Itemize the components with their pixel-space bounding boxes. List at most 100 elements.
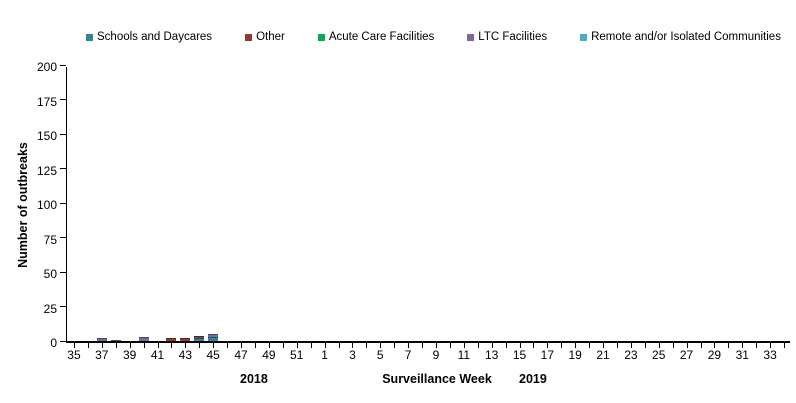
x-tick-mark — [491, 343, 493, 348]
x-tick-mark — [338, 343, 340, 348]
x-tick-mark — [366, 343, 368, 348]
x-tick-mark — [714, 343, 716, 348]
legend-item-label: Remote and/or Isolated Communities — [591, 31, 781, 43]
x-tick-mark — [477, 343, 479, 348]
x-tick-label: 21 — [596, 348, 610, 362]
x-tick-mark — [199, 343, 201, 348]
x-tick-mark — [784, 343, 786, 348]
x-axis-footer: 2018 Surveillance Week 2019 — [0, 372, 796, 392]
y-tick-label: 75 — [43, 232, 57, 247]
x-tick-mark — [241, 343, 243, 348]
x-tick-label: 45 — [206, 348, 220, 362]
x-tick-mark — [408, 343, 410, 348]
y-tick-label: 200 — [36, 60, 57, 74]
y-tick-label: 175 — [36, 94, 57, 109]
y-tick-label: 0 — [50, 336, 57, 350]
x-axis-title: Surveillance Week — [382, 372, 492, 386]
x-tick-mark — [686, 343, 688, 348]
y-tick-label: 100 — [36, 198, 57, 212]
x-tick-label: 31 — [735, 348, 749, 362]
y-tick-mark — [60, 237, 66, 238]
chart-legend: Schools and Daycares Other Acute Care Faci… — [86, 31, 781, 43]
x-tick-mark — [756, 343, 758, 348]
x-tick-mark — [742, 343, 744, 348]
x-tick-mark — [533, 343, 535, 348]
x-tick-mark — [268, 343, 270, 348]
x-tick-label: 49 — [262, 348, 276, 362]
bar-segment — [208, 336, 219, 341]
x-tick-label: 7 — [404, 348, 412, 362]
x-tick-mark — [630, 343, 632, 348]
x-tick-mark — [561, 343, 563, 348]
x-tick-label: 23 — [624, 348, 638, 362]
y-tick-mark — [60, 271, 66, 273]
y-tick-mark — [60, 64, 66, 66]
year-label-2018: 2018 — [240, 372, 268, 386]
legend-color-swatch-icon — [245, 33, 253, 41]
legend-item-label: Acute Care Facilities — [328, 31, 435, 43]
legend-item: Remote and/or Isolated Communities — [580, 31, 781, 43]
x-tick-mark — [435, 343, 437, 348]
x-tick-label: 29 — [707, 348, 722, 362]
legend-item-label: LTC Facilities — [478, 31, 548, 43]
x-tick-label: 51 — [290, 348, 304, 362]
y-tick-label: 150 — [36, 129, 57, 143]
x-tick-label: 9 — [432, 348, 440, 362]
y-tick-mark — [60, 306, 66, 307]
x-tick-mark — [185, 343, 187, 348]
x-tick-label: 41 — [150, 348, 165, 362]
x-tick-mark — [505, 343, 507, 348]
y-tick-mark — [60, 133, 66, 135]
bar-segment — [208, 334, 219, 337]
bar-stack-week-37 — [96, 338, 107, 341]
bar-segment — [194, 335, 205, 339]
y-tick-label: 25 — [43, 301, 57, 316]
x-tick-label: 13 — [484, 348, 499, 362]
x-tick-mark — [115, 343, 117, 348]
x-tick-mark — [296, 343, 298, 348]
x-tick-mark — [658, 343, 660, 348]
x-tick-mark — [394, 343, 396, 348]
bar-segment — [96, 338, 107, 341]
x-tick-label: 35 — [67, 348, 81, 362]
legend-item: LTC Facilities — [467, 31, 547, 43]
legend-color-swatch-icon — [580, 33, 588, 41]
x-tick-label: 3 — [349, 348, 356, 362]
bar-segment — [194, 338, 205, 341]
y-tick-label: 50 — [43, 267, 57, 281]
x-tick-label: 33 — [763, 348, 777, 362]
x-tick-mark — [282, 343, 284, 348]
x-tick-mark — [157, 343, 159, 348]
x-tick-mark — [770, 343, 772, 348]
x-tick-mark — [129, 343, 131, 348]
x-tick-mark — [463, 343, 465, 348]
x-tick-mark — [324, 343, 326, 348]
x-tick-mark — [213, 343, 215, 348]
bar-segment — [110, 339, 121, 341]
x-tick-mark — [728, 343, 730, 348]
y-tick-mark — [60, 168, 66, 169]
y-tick-mark — [60, 99, 66, 100]
x-tick-mark — [589, 343, 591, 348]
x-tick-label: 37 — [95, 348, 109, 362]
legend-item: Acute Care Facilities — [317, 31, 435, 43]
x-tick-label: 15 — [512, 348, 527, 362]
x-tick-label: 1 — [321, 348, 328, 362]
x-tick-mark — [422, 343, 424, 348]
x-tick-label: 5 — [376, 348, 384, 362]
x-tick-mark — [227, 343, 229, 348]
x-tick-mark — [352, 343, 354, 348]
x-tick-mark — [603, 343, 605, 348]
x-tick-mark — [73, 343, 75, 348]
bar-stack-week-44 — [194, 335, 205, 341]
x-tick-mark — [547, 343, 549, 348]
legend-color-swatch-icon — [86, 33, 93, 41]
legend-color-swatch-icon — [467, 33, 475, 41]
bar-stack-week-42 — [166, 338, 177, 341]
y-tick-mark — [60, 340, 66, 342]
x-tick-mark — [519, 343, 521, 348]
bar-stack-week-38 — [110, 339, 121, 341]
x-tick-label: 11 — [457, 348, 471, 362]
bar-segment — [138, 336, 149, 341]
